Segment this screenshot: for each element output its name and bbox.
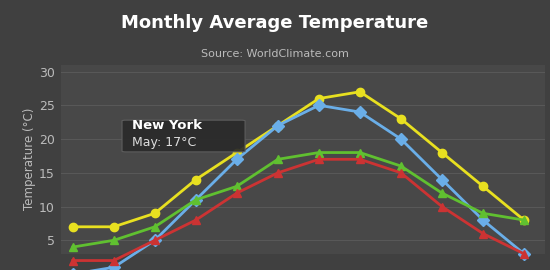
FancyBboxPatch shape [122, 120, 245, 152]
Y-axis label: Temperature (°C): Temperature (°C) [23, 108, 36, 211]
Text: May: 17°C: May: 17°C [133, 136, 196, 149]
Text: Source: WorldClimate.com: Source: WorldClimate.com [201, 49, 349, 59]
Text: Monthly Average Temperature: Monthly Average Temperature [122, 14, 428, 32]
Text: New York: New York [133, 119, 202, 132]
